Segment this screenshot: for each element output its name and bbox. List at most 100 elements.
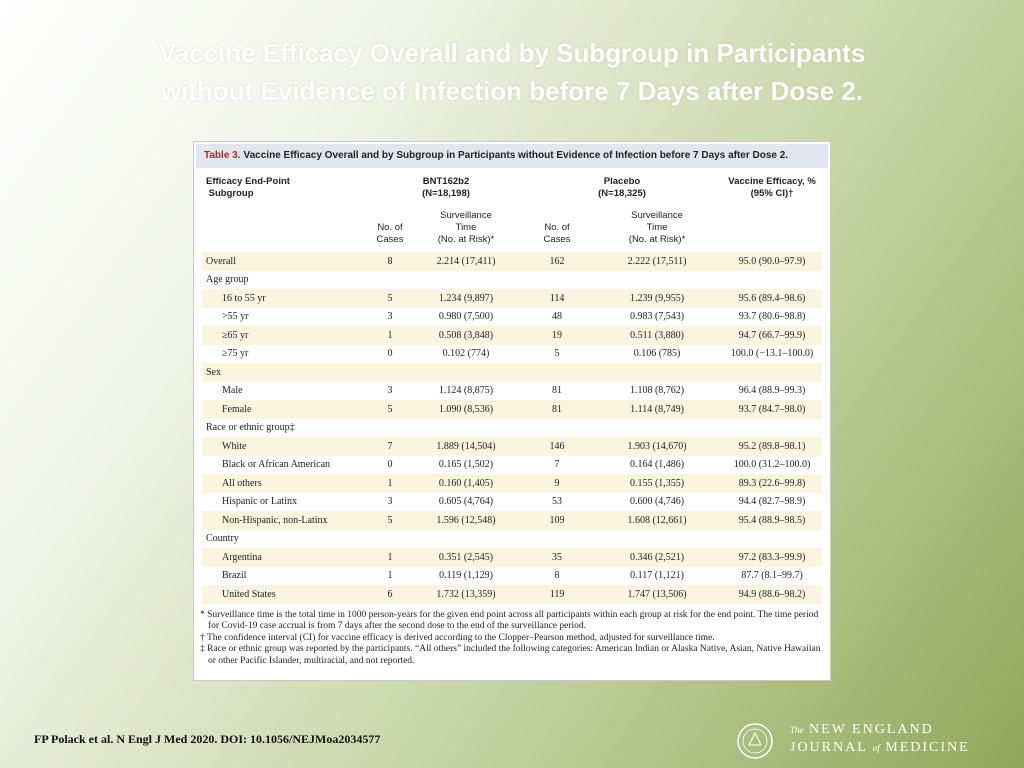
header-row: Efficacy End-Point Subgroup BNT162b2 (N=1… (202, 170, 822, 200)
cell: 0.508 (3,848) (410, 326, 523, 345)
cell: 0.980 (7,500) (438, 311, 494, 323)
cell: 95.0 (90.0–97.9) (722, 252, 823, 271)
cell: 6 (370, 585, 410, 604)
cell: 53 (552, 496, 563, 508)
cell: 162 (522, 252, 593, 271)
cell: 114 (522, 289, 593, 308)
subheader: (No. at Risk)* (437, 234, 495, 245)
cell: 9 (522, 474, 593, 493)
table-row: ≥75 yr 0 0.102 (774) 5 0.106 (785) 100.0 (−13… (202, 345, 822, 364)
cell: 100.0 (−13.1–100.0) (730, 348, 814, 360)
row-label: Overall (202, 252, 370, 271)
cell: 1 (370, 326, 410, 345)
cell: 5 (554, 348, 560, 360)
subheader: Cases (376, 234, 404, 245)
subheader: Surveillance (440, 210, 492, 221)
cell: 0.605 (4,764) (438, 496, 494, 508)
cell: 94.9 (88.6–98.2) (722, 585, 823, 604)
cell: 3 (387, 496, 393, 508)
header: (95% CI)† (750, 188, 794, 199)
row-label: Black or African American (222, 459, 331, 471)
cell: 1.732 (13,359) (410, 585, 523, 604)
logo: The NEW ENGLAND JOURNAL of MEDICINE (736, 720, 1006, 764)
cell: 0.160 (1,405) (410, 474, 523, 493)
cell: 95.4 (88.9–98.5) (722, 511, 823, 530)
cell: 0.117 (1,121) (630, 570, 684, 582)
cell: 3 (387, 385, 393, 397)
cell: 93.7 (84.7–98.0) (722, 400, 823, 419)
cell: 1.239 (9,955) (592, 289, 723, 308)
header: (N=18,325) (598, 188, 646, 199)
cell: 94.4 (82.7–98.9) (738, 496, 806, 508)
row-label: Male (222, 385, 243, 397)
header: Subgroup (208, 188, 254, 199)
cell: 1.747 (13,506) (592, 585, 723, 604)
cell (370, 363, 823, 382)
cell (370, 530, 822, 549)
caption: Table 3. Vaccine Efficacy Overall and by … (196, 144, 828, 168)
header: Vaccine Efficacy, % (728, 176, 816, 187)
cell: 5 (370, 511, 410, 530)
cell: 19 (522, 326, 593, 345)
cell: 8 (554, 570, 560, 582)
row-label: All others (202, 474, 370, 493)
cell: 2.214 (17,411) (410, 252, 523, 271)
header: Placebo (603, 176, 641, 187)
footnote: * Surveillance time is the total time in… (200, 609, 819, 632)
citation: FP Polack et al. N Engl J Med 2020. DOI:… (34, 732, 381, 746)
cell: 1.608 (12,661) (592, 511, 723, 530)
row-label: 16 to 55 yr (202, 289, 370, 308)
cell (370, 419, 822, 438)
row-label: United States (202, 585, 370, 604)
cell: 1.090 (8,536) (410, 400, 523, 419)
subheader: (No. at Risk)* (628, 234, 686, 245)
logo-text: JOURNAL (790, 740, 868, 755)
table-row: Brazil 1 0.119 (1,129) 8 0.117 (1,121) 87.7 (… (202, 567, 822, 586)
caption-text: Vaccine Efficacy Overall and by Subgroup… (243, 150, 789, 161)
row-label: Sex (202, 363, 370, 382)
row-label: Race or ethnic group‡ (206, 422, 295, 434)
logo-text: of (872, 743, 880, 753)
table-row: Age group (202, 271, 822, 290)
footnote: † The confidence interval (CI) for vacci… (200, 632, 715, 643)
row-label: Argentina (202, 548, 370, 567)
cell: 0.119 (1,129) (439, 570, 493, 582)
cell: 1.124 (8,875) (438, 385, 494, 397)
cell: 1.114 (8,749) (592, 400, 723, 419)
title-line: without Evidence of Infection before 7 D… (160, 76, 864, 106)
subheader: No. of (544, 222, 570, 233)
cell: 119 (522, 585, 593, 604)
row-label: Country (206, 533, 239, 545)
subheader-row: No. of Cases Surveillance Time (No. at Risk… (202, 200, 822, 252)
logo-line: JOURNAL of MEDICINE (790, 740, 970, 756)
row-label: >55 yr (222, 311, 249, 323)
cell: 94.7 (66.7–99.9) (722, 326, 823, 345)
cell: 146 (522, 437, 593, 456)
table: Efficacy End-Point Subgroup BNT162b2 (N=1… (202, 170, 823, 604)
table-row: 16 to 55 yr 5 1.234 (9,897) 114 1.239 (9,955… (202, 289, 823, 308)
table-row: Sex (202, 363, 823, 382)
cell: 2.222 (17,511) (592, 252, 723, 271)
cell: 7 (370, 437, 410, 456)
cell: 1 (370, 548, 410, 567)
row-label: Age group (206, 274, 249, 286)
footnotes: * Surveillance time is the total time in… (198, 610, 822, 668)
cell: 87.7 (8.1–99.7) (741, 570, 803, 582)
table-row: White 7 1.889 (14,504) 146 1.903 (14,670) 95.… (202, 437, 823, 456)
table-row: Argentina 1 0.351 (2,545) 35 0.346 (2,521) 97… (202, 548, 823, 567)
cell: 96.4 (88.9–99.3) (738, 385, 806, 397)
cell: 0.346 (2,521) (592, 548, 723, 567)
cell: 7 (554, 459, 560, 471)
cell: 1.903 (14,670) (592, 437, 723, 456)
cell: 0.164 (1,486) (629, 459, 685, 471)
cell: 0 (387, 348, 393, 360)
row-label: White (202, 437, 370, 456)
row-label: Brazil (222, 570, 247, 582)
cell: 5 (370, 400, 410, 419)
cell: 3 (387, 311, 393, 323)
subheader: Cases (543, 234, 571, 245)
table-row: Non-Hispanic, non-Latinx 5 1.596 (12,548) 1… (202, 511, 823, 530)
table-row: ≥65 yr 1 0.508 (3,848) 19 0.511 (3,880) 94.7 … (202, 326, 823, 345)
cell: 89.3 (22.6–99.8) (722, 474, 823, 493)
